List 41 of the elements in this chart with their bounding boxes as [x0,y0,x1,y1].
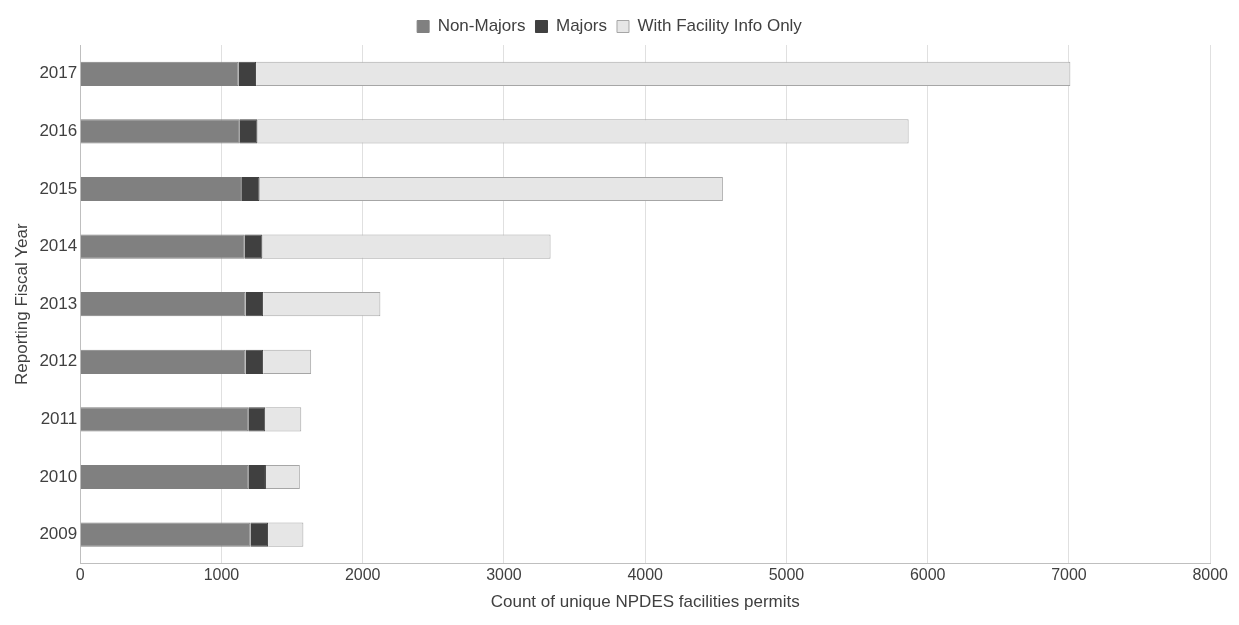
legend-label: Majors [555,16,607,36]
y-tick-label: 2016 [39,121,78,141]
y-tick-label: 2009 [39,524,78,544]
y-tick-label: 2012 [39,351,78,371]
y-tick-label: 2011 [40,409,78,429]
bar [250,522,269,547]
bar [239,119,258,144]
y-tick-label: 2010 [39,466,78,486]
bar [244,234,263,259]
bar [80,234,245,259]
x-axis-title: Count of unique NPDES facilities permits [490,592,800,612]
bar [238,61,257,86]
x-tick-label: 7000 [1051,566,1087,584]
bar [248,407,266,432]
y-tick-label: 2015 [39,178,78,198]
bar [245,292,264,317]
x-tick-label: 5000 [768,566,805,584]
bar [241,176,260,202]
bar [80,349,246,374]
legend-label: With Facility Info Only [637,16,803,36]
x-tick-label: 4000 [627,566,664,584]
y-axis-title: Reporting Fiscal Year [11,223,31,385]
x-tick-label: 3000 [486,566,522,584]
x-tick-label: 0 [75,566,85,584]
x-tick-label: 6000 [909,566,946,584]
bar [248,464,266,490]
bar [80,522,251,547]
bar [245,349,264,374]
x-tick-label: 8000 [1192,566,1229,584]
bar [80,407,249,432]
bar [80,61,239,86]
y-tick-label: 2017 [39,63,78,83]
bar [80,119,240,144]
x-tick-label: 1000 [203,566,240,584]
x-tick-label: 2000 [344,566,381,584]
bar [80,176,242,202]
y-tick-label: 2013 [39,293,78,313]
bar [80,292,246,317]
y-tick-label: 2014 [39,236,78,256]
legend-label: Non-Majors [437,16,526,36]
bar [80,464,249,490]
